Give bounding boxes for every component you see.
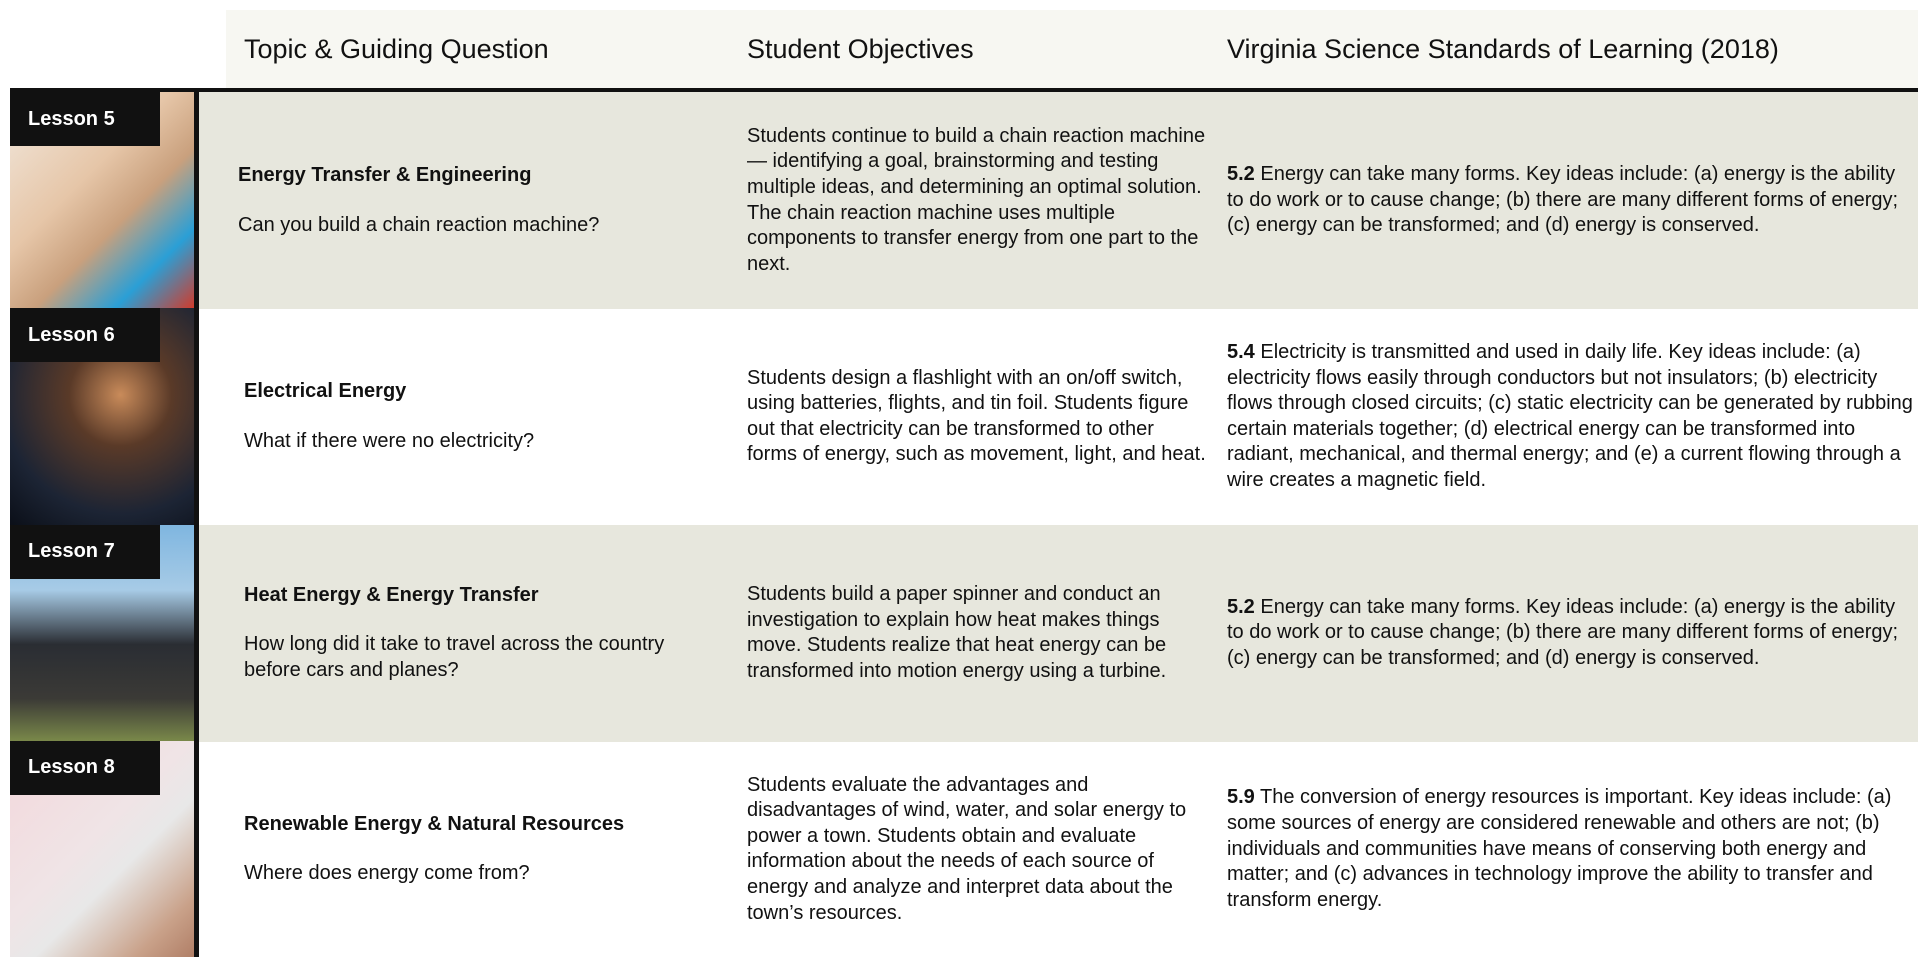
standards-cell: 5.4 Electricity is transmitted and used … xyxy=(1227,308,1917,525)
topic-cell: Electrical Energy What if there were no e… xyxy=(244,308,724,525)
objectives: Students evaluate the advantages and dis… xyxy=(747,773,1187,924)
objectives-cell: Students build a paper spinner and condu… xyxy=(747,525,1207,742)
lesson-label: Lesson 5 xyxy=(10,92,160,146)
standards-cell: 5.2 Energy can take many forms. Key idea… xyxy=(1227,92,1917,309)
standard-code: 5.2 xyxy=(1227,163,1255,186)
topic-cell: Heat Energy & Energy Transfer How long di… xyxy=(244,525,724,742)
standard-code: 5.4 xyxy=(1227,341,1255,364)
lesson-image: Lesson 8 xyxy=(10,740,199,957)
lesson-row: Lesson 8 Renewable Energy & Natural Resou… xyxy=(10,740,1918,957)
standard: 5.2 Energy can take many forms. Key idea… xyxy=(1227,595,1917,672)
objectives-cell: Students continue to build a chain react… xyxy=(747,92,1207,309)
lesson-label: Lesson 7 xyxy=(10,524,160,579)
topic-title: Renewable Energy & Natural Resources xyxy=(244,812,625,835)
objectives: Students build a paper spinner and condu… xyxy=(747,582,1167,682)
topic-cell: Energy Transfer & Engineering Can you bui… xyxy=(238,92,718,309)
standard: 5.4 Electricity is transmitted and used … xyxy=(1227,340,1917,494)
lesson-label: Lesson 6 xyxy=(10,308,160,363)
standards-cell: 5.9 The conversion of energy resources i… xyxy=(1227,741,1917,957)
guiding-question: Where does energy come from? xyxy=(244,862,530,885)
standard-text: Energy can take many forms. Key ideas in… xyxy=(1227,595,1899,669)
lesson-row: Lesson 5 Energy Transfer & Engineering Can… xyxy=(10,92,1918,309)
objectives-cell: Students evaluate the advantages and dis… xyxy=(747,741,1207,957)
column-header: Student Objectives xyxy=(747,34,974,64)
objectives: Students design a flashlight with an on/… xyxy=(747,366,1206,466)
lesson-image: Lesson 5 xyxy=(10,92,199,309)
topic-cell: Renewable Energy & Natural Resources Wher… xyxy=(244,741,724,957)
guiding-question: What if there were no electricity? xyxy=(244,429,535,452)
standard-text: The conversion of energy resources is im… xyxy=(1227,786,1892,911)
column-header: Topic & Guiding Question xyxy=(244,34,549,64)
column-header: Virginia Science Standards of Learning (… xyxy=(1227,34,1779,64)
lesson-label: Lesson 8 xyxy=(10,740,160,795)
header-rule xyxy=(10,88,1918,92)
topic-title: Energy Transfer & Engineering xyxy=(238,163,532,186)
lesson-row: Lesson 7 Heat Energy & Energy Transfer How… xyxy=(10,524,1918,742)
header-band xyxy=(226,10,1918,89)
standard-text: Electricity is transmitted and used in d… xyxy=(1227,341,1913,491)
objectives: Students continue to build a chain react… xyxy=(747,124,1206,275)
guiding-question: Can you build a chain reaction machine? xyxy=(238,213,600,236)
guiding-question: How long did it take to travel across th… xyxy=(244,633,665,681)
lesson-image: Lesson 7 xyxy=(10,524,199,742)
objectives-cell: Students design a flashlight with an on/… xyxy=(747,308,1207,525)
standard-code: 5.9 xyxy=(1227,786,1255,809)
topic-title: Electrical Energy xyxy=(244,380,407,403)
standard: 5.9 The conversion of energy resources i… xyxy=(1227,785,1917,913)
standard: 5.2 Energy can take many forms. Key idea… xyxy=(1227,162,1917,239)
lesson-row: Lesson 6 Electrical Energy What if there w… xyxy=(10,308,1918,526)
standards-cell: 5.2 Energy can take many forms. Key idea… xyxy=(1227,525,1917,742)
lesson-image: Lesson 6 xyxy=(10,308,199,526)
topic-title: Heat Energy & Energy Transfer xyxy=(244,583,539,606)
standard-code: 5.2 xyxy=(1227,595,1255,618)
standard-text: Energy can take many forms. Key ideas in… xyxy=(1227,163,1899,237)
